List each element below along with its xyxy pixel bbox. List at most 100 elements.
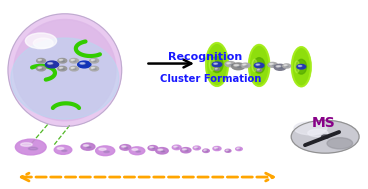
Ellipse shape <box>258 69 259 70</box>
Ellipse shape <box>148 146 158 150</box>
Ellipse shape <box>122 146 126 147</box>
Ellipse shape <box>161 151 165 152</box>
Ellipse shape <box>87 147 91 148</box>
Ellipse shape <box>73 61 76 62</box>
Ellipse shape <box>99 148 106 150</box>
Ellipse shape <box>291 120 359 153</box>
Ellipse shape <box>308 129 328 137</box>
Ellipse shape <box>78 61 91 68</box>
Ellipse shape <box>150 147 153 148</box>
Ellipse shape <box>58 58 67 63</box>
Ellipse shape <box>214 147 217 148</box>
Ellipse shape <box>294 122 327 135</box>
Ellipse shape <box>15 139 46 155</box>
Ellipse shape <box>96 146 115 156</box>
Ellipse shape <box>8 14 122 126</box>
Ellipse shape <box>196 148 198 149</box>
Ellipse shape <box>48 63 53 64</box>
Ellipse shape <box>226 150 228 151</box>
Ellipse shape <box>80 63 85 64</box>
Ellipse shape <box>215 68 217 69</box>
Ellipse shape <box>21 143 32 146</box>
Ellipse shape <box>156 148 168 154</box>
Ellipse shape <box>216 64 219 65</box>
Ellipse shape <box>58 66 67 71</box>
Ellipse shape <box>93 61 96 62</box>
Ellipse shape <box>254 58 265 73</box>
Ellipse shape <box>11 38 119 119</box>
Ellipse shape <box>33 38 53 48</box>
Ellipse shape <box>298 66 302 67</box>
Ellipse shape <box>40 61 43 62</box>
Ellipse shape <box>274 64 286 70</box>
Ellipse shape <box>237 148 239 149</box>
Ellipse shape <box>295 61 300 73</box>
Ellipse shape <box>181 148 191 153</box>
Ellipse shape <box>70 66 78 71</box>
Ellipse shape <box>227 63 231 64</box>
Ellipse shape <box>130 147 145 155</box>
Text: MS: MS <box>311 116 335 130</box>
Ellipse shape <box>241 63 250 68</box>
Ellipse shape <box>136 151 141 152</box>
Ellipse shape <box>256 69 262 71</box>
Ellipse shape <box>158 149 163 150</box>
Ellipse shape <box>252 59 257 72</box>
Ellipse shape <box>254 63 264 68</box>
Ellipse shape <box>84 145 89 146</box>
Ellipse shape <box>284 65 287 66</box>
Ellipse shape <box>28 147 38 150</box>
Ellipse shape <box>62 150 67 152</box>
Ellipse shape <box>212 62 222 67</box>
Ellipse shape <box>225 61 235 67</box>
Ellipse shape <box>215 68 220 70</box>
Ellipse shape <box>59 67 63 68</box>
Ellipse shape <box>25 33 57 49</box>
Ellipse shape <box>301 67 303 68</box>
Ellipse shape <box>45 61 59 68</box>
Ellipse shape <box>176 147 178 148</box>
Ellipse shape <box>206 43 228 86</box>
Ellipse shape <box>236 147 242 151</box>
Ellipse shape <box>272 65 275 66</box>
Ellipse shape <box>204 150 206 151</box>
Ellipse shape <box>237 67 241 68</box>
Ellipse shape <box>258 65 261 66</box>
Ellipse shape <box>243 64 246 65</box>
Ellipse shape <box>232 63 245 70</box>
Ellipse shape <box>203 149 209 153</box>
Ellipse shape <box>104 151 109 153</box>
Ellipse shape <box>81 143 95 150</box>
Ellipse shape <box>61 61 64 62</box>
Ellipse shape <box>90 58 99 63</box>
Ellipse shape <box>91 67 95 68</box>
Ellipse shape <box>57 147 64 149</box>
Ellipse shape <box>185 150 188 151</box>
Ellipse shape <box>174 146 177 147</box>
Ellipse shape <box>286 66 289 67</box>
Ellipse shape <box>296 59 307 74</box>
Ellipse shape <box>54 145 72 154</box>
Ellipse shape <box>83 65 87 66</box>
Ellipse shape <box>71 67 74 68</box>
Ellipse shape <box>256 64 259 65</box>
Ellipse shape <box>132 149 138 150</box>
Ellipse shape <box>152 148 155 149</box>
Ellipse shape <box>51 65 55 66</box>
Ellipse shape <box>211 56 223 73</box>
Ellipse shape <box>279 67 283 68</box>
Ellipse shape <box>194 147 197 148</box>
Ellipse shape <box>283 64 291 68</box>
Ellipse shape <box>225 149 231 152</box>
Ellipse shape <box>259 70 260 71</box>
Ellipse shape <box>297 64 306 69</box>
Ellipse shape <box>234 64 239 66</box>
Ellipse shape <box>268 62 277 67</box>
Ellipse shape <box>172 145 181 150</box>
Ellipse shape <box>276 66 281 67</box>
Text: Recognition: Recognition <box>167 52 242 62</box>
Ellipse shape <box>37 58 45 63</box>
Ellipse shape <box>70 58 78 63</box>
Ellipse shape <box>38 67 42 68</box>
Ellipse shape <box>213 146 221 151</box>
